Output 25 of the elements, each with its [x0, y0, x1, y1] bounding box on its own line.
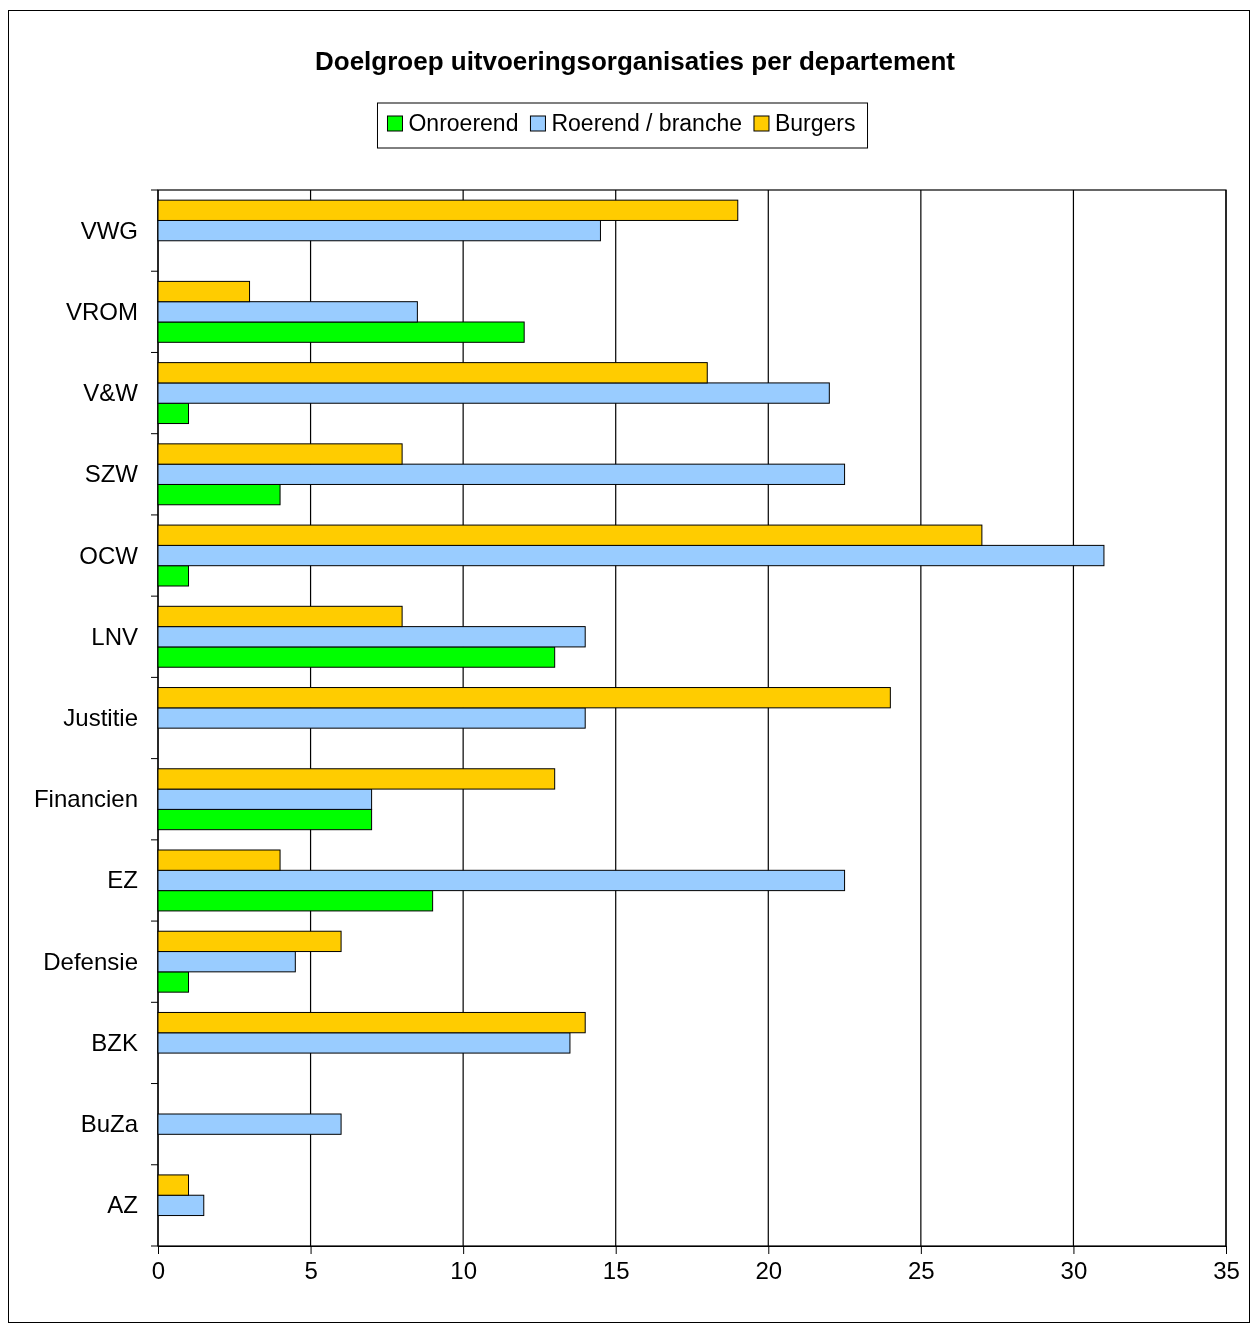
x-tick-label: 5: [304, 1257, 318, 1285]
y-tick-label: Financien: [33, 785, 138, 813]
y-tick-label: BZK: [91, 1028, 138, 1056]
chart-title: Doelgroep uitvoeringsorganisaties per departement: [314, 46, 956, 76]
y-tick-label: AZ: [107, 1191, 138, 1219]
y-tick-label: LNV: [91, 622, 138, 650]
x-tick-label: 15: [602, 1257, 630, 1285]
y-tick-label: VWG: [80, 216, 138, 244]
legend-label: Burgers: [774, 110, 856, 136]
y-tick-label: VROM: [66, 297, 138, 325]
x-tick-label: 20: [755, 1257, 783, 1285]
x-tick-label: 35: [1213, 1257, 1240, 1285]
legend-label: Roerend / branche: [551, 110, 742, 136]
y-tick-label: V&W: [83, 379, 139, 407]
y-tick-label: BuZa: [80, 1110, 139, 1138]
x-tick-label: 10: [450, 1257, 477, 1285]
y-tick-label: EZ: [107, 866, 138, 894]
y-tick-label: OCW: [79, 541, 139, 569]
legend-label: Onroerend: [408, 110, 519, 136]
x-tick-label: 30: [1060, 1257, 1088, 1285]
y-tick-label: Defensie: [43, 947, 138, 975]
x-tick-label: 0: [151, 1257, 166, 1285]
y-tick-label: Justitie: [63, 704, 138, 731]
y-tick-label: SZW: [84, 460, 139, 488]
x-tick-label: 25: [908, 1257, 935, 1285]
